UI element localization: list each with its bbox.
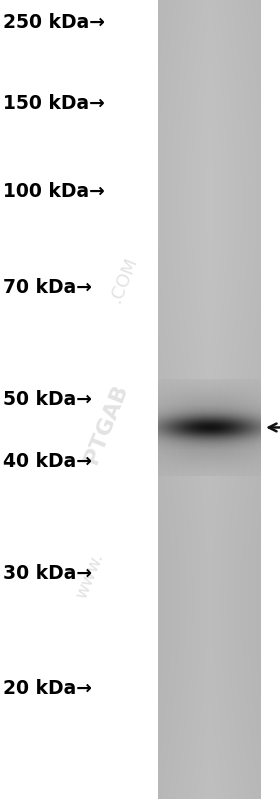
Text: 30 kDa→: 30 kDa→ (3, 564, 92, 583)
Text: 100 kDa→: 100 kDa→ (3, 182, 105, 201)
Text: 250 kDa→: 250 kDa→ (3, 13, 105, 32)
Text: 70 kDa→: 70 kDa→ (3, 278, 92, 297)
Text: .COM: .COM (106, 254, 141, 305)
Text: 20 kDa→: 20 kDa→ (3, 679, 92, 698)
Text: 40 kDa→: 40 kDa→ (3, 452, 92, 471)
Text: 150 kDa→: 150 kDa→ (3, 94, 105, 113)
Text: www.: www. (72, 550, 107, 601)
Text: PTGAB: PTGAB (81, 381, 131, 466)
Text: 50 kDa→: 50 kDa→ (3, 390, 92, 409)
